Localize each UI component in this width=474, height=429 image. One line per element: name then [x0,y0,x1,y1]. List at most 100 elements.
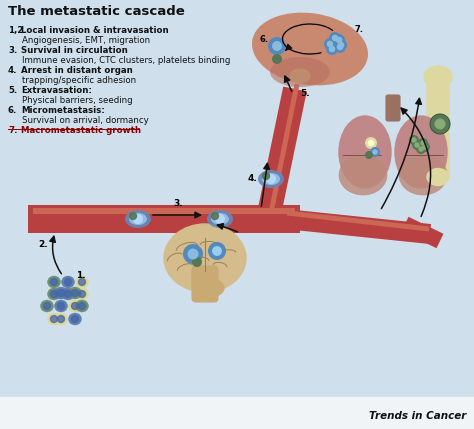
Ellipse shape [424,66,452,88]
Ellipse shape [270,57,330,87]
Text: 3.: 3. [8,46,18,55]
Text: Extravasation:: Extravasation: [21,86,92,95]
Text: Survival in circulation: Survival in circulation [21,46,128,55]
Circle shape [129,212,137,220]
Ellipse shape [40,300,54,312]
Ellipse shape [47,276,61,288]
Polygon shape [28,205,300,233]
Ellipse shape [47,288,61,300]
Text: Survival on arrival, dormancy: Survival on arrival, dormancy [22,116,149,125]
Circle shape [329,32,341,44]
Circle shape [335,39,347,51]
Circle shape [414,142,420,148]
Circle shape [420,140,426,146]
Ellipse shape [253,13,367,85]
Ellipse shape [55,313,67,325]
Text: Angiogenesis, EMT, migration: Angiogenesis, EMT, migration [22,36,150,45]
Ellipse shape [164,224,246,292]
Ellipse shape [69,300,82,312]
Ellipse shape [75,276,89,288]
Circle shape [266,174,276,184]
Circle shape [418,146,424,152]
Circle shape [435,118,446,130]
Circle shape [268,37,286,55]
Circle shape [79,278,85,286]
Circle shape [64,290,72,297]
Text: 3.: 3. [173,199,182,208]
Circle shape [327,41,333,47]
Ellipse shape [207,210,233,228]
Text: 1.: 1. [76,271,86,280]
Circle shape [365,137,377,149]
Circle shape [51,278,57,286]
Circle shape [420,142,430,152]
Circle shape [272,54,282,64]
Text: Local invasion & intravasation: Local invasion & intravasation [21,26,169,35]
Circle shape [412,140,422,150]
FancyBboxPatch shape [192,266,218,302]
Circle shape [430,114,450,134]
Circle shape [212,246,222,256]
Circle shape [64,278,72,286]
Ellipse shape [129,213,147,225]
Ellipse shape [339,116,391,188]
Ellipse shape [75,300,89,312]
Polygon shape [269,84,300,214]
Text: 4.: 4. [248,174,258,183]
Circle shape [332,35,338,41]
Ellipse shape [395,116,447,188]
Circle shape [44,302,51,309]
Circle shape [79,290,85,297]
Ellipse shape [125,210,151,228]
Ellipse shape [69,313,82,325]
Circle shape [188,248,199,260]
Circle shape [215,214,225,224]
Circle shape [79,302,85,309]
Text: 4.: 4. [8,66,18,75]
Ellipse shape [55,287,67,299]
Text: Macrometastatic growth: Macrometastatic growth [21,126,141,135]
Circle shape [72,302,79,309]
Ellipse shape [196,279,224,297]
Circle shape [326,43,338,55]
Text: 6.: 6. [8,106,18,115]
Ellipse shape [55,300,67,312]
Circle shape [409,135,419,145]
Circle shape [72,315,79,323]
Circle shape [368,140,374,146]
Ellipse shape [211,213,229,225]
Circle shape [324,38,336,50]
Circle shape [336,37,342,43]
Circle shape [422,144,428,150]
Circle shape [133,214,143,224]
Bar [0,397,474,429]
Ellipse shape [258,170,284,188]
Polygon shape [33,208,295,214]
Circle shape [208,242,226,260]
Ellipse shape [62,276,74,288]
Circle shape [51,315,57,323]
Circle shape [337,42,344,48]
FancyBboxPatch shape [386,95,400,121]
Polygon shape [256,87,307,221]
FancyBboxPatch shape [427,80,449,178]
Text: 7.: 7. [355,25,364,34]
Circle shape [328,46,335,52]
Polygon shape [284,209,431,244]
Polygon shape [287,211,429,232]
Text: 7.: 7. [8,126,18,135]
Text: Immune evasion, CTC clusters, platelets binding: Immune evasion, CTC clusters, platelets … [22,56,230,65]
Circle shape [337,44,343,50]
Circle shape [263,172,270,179]
Text: Trends in Cancer: Trends in Cancer [369,411,466,421]
Text: 1,2.: 1,2. [8,26,27,35]
Ellipse shape [69,287,82,299]
Ellipse shape [399,155,447,195]
Circle shape [57,290,64,296]
Text: 5.: 5. [300,89,310,98]
Circle shape [51,290,57,297]
Circle shape [57,302,64,309]
Circle shape [416,144,426,154]
Circle shape [183,244,203,264]
Ellipse shape [339,155,387,195]
